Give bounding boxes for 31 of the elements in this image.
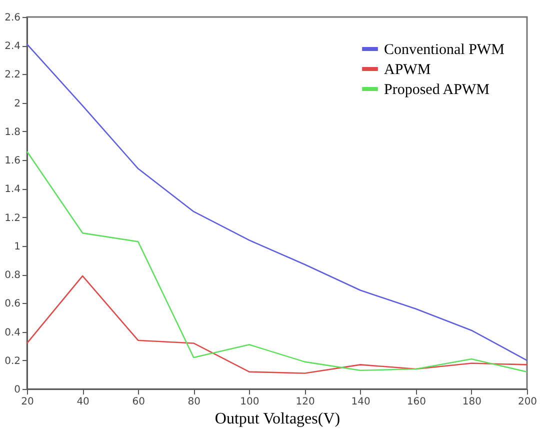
legend-label: APWM [384, 62, 431, 78]
x-tick-label: 80 [188, 396, 201, 408]
y-tick-label: 2.6 [4, 12, 20, 24]
y-tick-label: 1.6 [4, 156, 20, 167]
line-series [26, 150, 528, 372]
y-tick-label: 0.2 [4, 356, 20, 367]
y-tick-label: 1.8 [4, 126, 20, 138]
y-tick-label: 2.4 [4, 41, 20, 52]
x-tick-label: 40 [76, 396, 90, 408]
x-tick-label: 20 [21, 396, 34, 408]
y-tick-label: 0.8 [4, 270, 20, 282]
x-axis-title: Output Voltages(V) [214, 410, 340, 428]
x-tick-label: 140 [351, 396, 370, 408]
line-series [26, 275, 528, 374]
y-tick-label: 0 [14, 384, 20, 396]
y-tick-label: 2.2 [4, 70, 20, 81]
y-tick-label: 1.4 [4, 184, 20, 196]
y-tick-label: 2 [14, 98, 20, 110]
x-tick-label: 160 [406, 396, 426, 408]
y-tick-label: 0.6 [4, 298, 20, 310]
x-tick-label: 200 [518, 396, 538, 408]
line-series [26, 44, 528, 362]
x-tick-label: 120 [296, 396, 315, 408]
y-tick-label: 1.2 [4, 212, 20, 224]
y-tick-label: 1 [14, 241, 20, 252]
legend-label: Conventional PWM [384, 42, 504, 58]
legend-label: Proposed APWM [384, 82, 490, 98]
y-tick-label: 0.4 [4, 327, 20, 338]
x-tick-label: 100 [240, 396, 260, 408]
x-tick-label: 180 [462, 396, 482, 408]
x-tick-label: 60 [132, 396, 145, 408]
